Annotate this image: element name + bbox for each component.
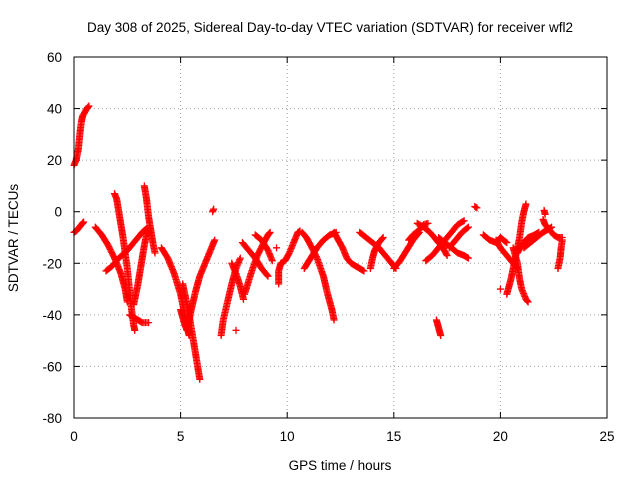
series-arc-43 (540, 206, 549, 218)
series-arc-02 (70, 102, 93, 169)
x-axis-label: GPS time / hours (289, 458, 392, 473)
data-point (211, 236, 219, 244)
data-point (522, 200, 530, 208)
data-point (145, 319, 153, 327)
series-arc-24 (330, 228, 368, 275)
data-point (473, 204, 481, 212)
data-point (210, 205, 218, 213)
y-tick-label: 60 (47, 50, 62, 65)
series-arc-05 (111, 190, 139, 334)
y-tick-label: -60 (42, 359, 62, 374)
series-arc-01 (70, 218, 88, 236)
series-arc-12 (183, 236, 219, 334)
plot-area (70, 102, 566, 383)
series-arc-44 (554, 236, 566, 272)
data-point (442, 250, 450, 258)
data-point (540, 206, 548, 214)
series-arc-29 (413, 219, 451, 260)
data-point (263, 271, 271, 279)
y-tick-label: 20 (47, 153, 62, 168)
series-arc-18 (238, 239, 272, 280)
data-point (151, 249, 159, 257)
data-point (239, 295, 247, 303)
y-tick-label: 40 (47, 102, 62, 117)
series-arc-38 (503, 200, 530, 298)
data-point (145, 226, 153, 234)
series-arc-19 (251, 231, 276, 265)
x-tick-label: 15 (386, 429, 401, 444)
data-point-arc-15 (232, 326, 240, 334)
data-point (502, 238, 510, 246)
data-point (84, 103, 92, 111)
y-tick-label: -20 (42, 256, 62, 271)
y-axis-label: SDTVAR / TECUs (6, 184, 21, 293)
axis-ticks: 0 5 10 15 20 25 -80 -60 -40 -20 0 20 40 60 (42, 50, 614, 444)
data-point (268, 257, 276, 265)
data-point (264, 272, 272, 280)
data-point (236, 254, 244, 262)
x-tick-label: 20 (493, 429, 508, 444)
data-point (360, 267, 368, 275)
plot-frame (73, 56, 608, 419)
chart-title: Day 308 of 2025, Sidereal Day-to-day VTE… (87, 20, 573, 35)
series-arc-06 (140, 182, 159, 257)
data-point (460, 217, 468, 225)
data-point (265, 229, 273, 237)
data-point-arc-37 (496, 285, 504, 293)
series-arc-21 (275, 227, 304, 288)
series-arc-08 (130, 226, 153, 309)
series-arc-27 (390, 228, 423, 272)
series-arc-31 (432, 316, 445, 339)
data-point (443, 252, 451, 260)
data-point (523, 297, 531, 305)
y-tick-label: 0 (54, 205, 62, 220)
data-point (85, 102, 93, 110)
data-point (196, 375, 204, 383)
data-point (464, 254, 472, 262)
data-point (424, 219, 432, 227)
data-point (266, 228, 274, 236)
data-point (524, 298, 532, 306)
series-arc-13 (209, 205, 218, 216)
series-arc-07 (125, 311, 153, 327)
data-point-arc-20 (273, 244, 281, 252)
data-point (80, 218, 88, 226)
data-point (437, 331, 445, 339)
x-tick-label: 10 (280, 429, 295, 444)
series-arc-34 (471, 203, 481, 212)
data-point (558, 236, 566, 244)
grid-lines (74, 57, 607, 418)
series-arc-26 (366, 234, 387, 272)
y-tick-label: -80 (42, 411, 62, 426)
data-point (379, 234, 387, 241)
x-tick-label: 0 (70, 429, 78, 444)
x-tick-label: 25 (599, 429, 614, 444)
x-tick-label: 5 (177, 429, 185, 444)
data-point (459, 218, 467, 226)
series-arc-33 (445, 223, 472, 252)
data-point (378, 235, 386, 243)
data-point (463, 224, 471, 232)
data-point (330, 316, 338, 324)
data-point (503, 239, 511, 247)
y-tick-label: -40 (42, 308, 62, 323)
data-point (464, 223, 472, 231)
data-point (131, 326, 139, 334)
